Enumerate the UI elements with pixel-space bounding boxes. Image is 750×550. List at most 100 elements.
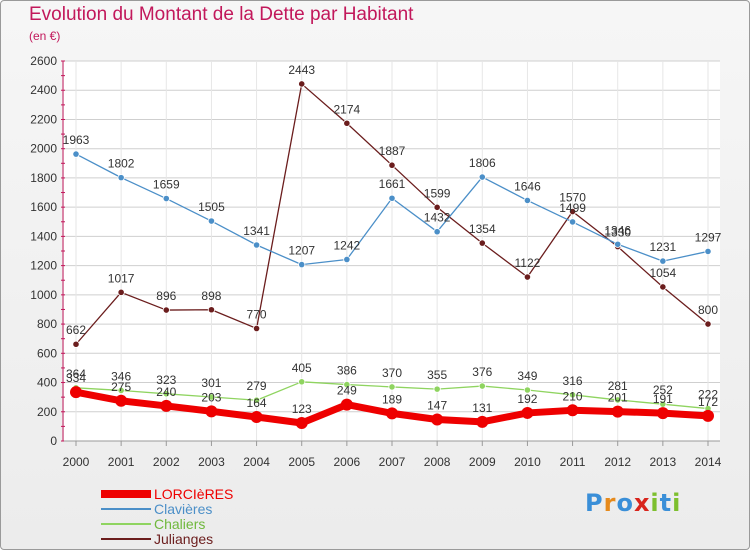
data-label: 355 <box>427 368 447 382</box>
data-point <box>704 247 712 256</box>
data-point <box>298 378 306 386</box>
logo-letter: r <box>603 489 617 517</box>
data-point <box>656 407 669 420</box>
logo-letter: t <box>659 489 673 517</box>
data-point <box>162 306 170 314</box>
data-point <box>252 396 261 404</box>
data-point <box>704 320 712 328</box>
data-label: 376 <box>472 365 492 379</box>
x-tick-label: 2002 <box>153 455 180 469</box>
y-tick-label: 800 <box>37 317 57 331</box>
data-point <box>70 386 82 399</box>
data-label: 1341 <box>243 224 270 238</box>
logo-letter: x <box>633 489 651 517</box>
y-tick-label: 200 <box>37 405 57 419</box>
proxiti-logo: Proxiti <box>585 489 681 517</box>
chart-title: Evolution du Montant de la Dette par Hab… <box>29 4 414 25</box>
data-point <box>521 406 534 419</box>
x-tick-label: 2008 <box>424 455 451 469</box>
data-point <box>343 255 351 264</box>
data-label: 898 <box>201 289 221 303</box>
data-point <box>388 161 396 169</box>
y-tick-label: 2200 <box>30 112 57 126</box>
data-label: 1017 <box>108 271 135 285</box>
data-label: 2174 <box>334 102 361 116</box>
data-label: 123 <box>292 402 312 416</box>
legend-item: Chaliers <box>101 516 233 531</box>
legend-swatch <box>101 537 151 540</box>
data-label: 896 <box>156 289 176 303</box>
data-label: 1330 <box>604 226 631 240</box>
data-point <box>115 394 128 407</box>
data-point <box>431 413 444 426</box>
data-label: 201 <box>608 391 628 405</box>
data-label: 203 <box>201 390 221 404</box>
data-point <box>433 203 441 211</box>
data-label: 1887 <box>379 144 406 158</box>
data-point <box>207 217 216 225</box>
data-label: 189 <box>382 392 402 406</box>
data-label: 131 <box>472 401 492 415</box>
data-label: 334 <box>66 371 86 385</box>
data-point <box>433 228 441 236</box>
data-point <box>568 218 577 226</box>
x-tick-label: 2006 <box>334 455 361 469</box>
y-tick-label: 1200 <box>30 259 57 273</box>
legend-swatch <box>101 507 151 510</box>
y-tick-label: 1000 <box>30 288 57 302</box>
data-label: 192 <box>517 392 537 406</box>
data-point <box>523 196 532 205</box>
x-tick-label: 2007 <box>379 455 406 469</box>
y-tick-label: 400 <box>37 376 57 390</box>
data-label: 405 <box>292 361 312 375</box>
data-point <box>659 283 667 291</box>
x-tick-label: 2013 <box>650 455 677 469</box>
data-label: 1661 <box>379 177 406 191</box>
data-label: 323 <box>156 373 176 387</box>
data-label: 147 <box>427 399 447 413</box>
data-label: 370 <box>382 366 402 380</box>
legend-item: LORCIèRES <box>101 486 233 501</box>
data-label: 1297 <box>695 230 722 244</box>
data-label: 349 <box>517 369 537 383</box>
data-label: 222 <box>698 388 718 402</box>
x-tick-label: 2009 <box>469 455 496 469</box>
data-point <box>117 174 125 182</box>
data-point <box>298 80 306 88</box>
chart-legend: LORCIèRES Clavières Chaliers Julianges <box>101 486 233 546</box>
data-point <box>162 194 170 203</box>
data-point <box>388 383 396 391</box>
data-point <box>566 404 579 417</box>
data-label: 1570 <box>559 191 586 205</box>
data-point <box>117 386 125 395</box>
data-label: 316 <box>563 374 583 388</box>
data-label: 191 <box>653 392 673 406</box>
legend-swatch <box>101 522 151 525</box>
data-label: 1054 <box>650 266 677 280</box>
data-label: 1659 <box>153 178 180 192</box>
data-label: 164 <box>247 396 267 410</box>
legend-label: Clavières <box>154 500 213 517</box>
data-point <box>702 409 714 422</box>
data-point <box>568 391 577 399</box>
y-tick-label: 0 <box>50 434 57 448</box>
data-point <box>252 241 261 249</box>
data-point <box>207 393 216 401</box>
data-label: 1207 <box>288 244 315 258</box>
data-point <box>388 194 396 202</box>
data-label: 1599 <box>424 186 451 200</box>
data-label: 1354 <box>469 222 496 236</box>
y-tick-label: 600 <box>37 346 57 360</box>
logo-letter: i <box>672 489 682 517</box>
data-label: 800 <box>698 303 718 317</box>
data-point <box>340 398 353 411</box>
data-label: 1432 <box>424 211 451 225</box>
data-label: 662 <box>66 323 86 337</box>
data-label: 249 <box>337 384 357 398</box>
data-label: 2443 <box>288 63 315 77</box>
data-label: 770 <box>247 307 267 321</box>
data-label: 279 <box>247 379 267 393</box>
data-label: 252 <box>653 383 673 397</box>
